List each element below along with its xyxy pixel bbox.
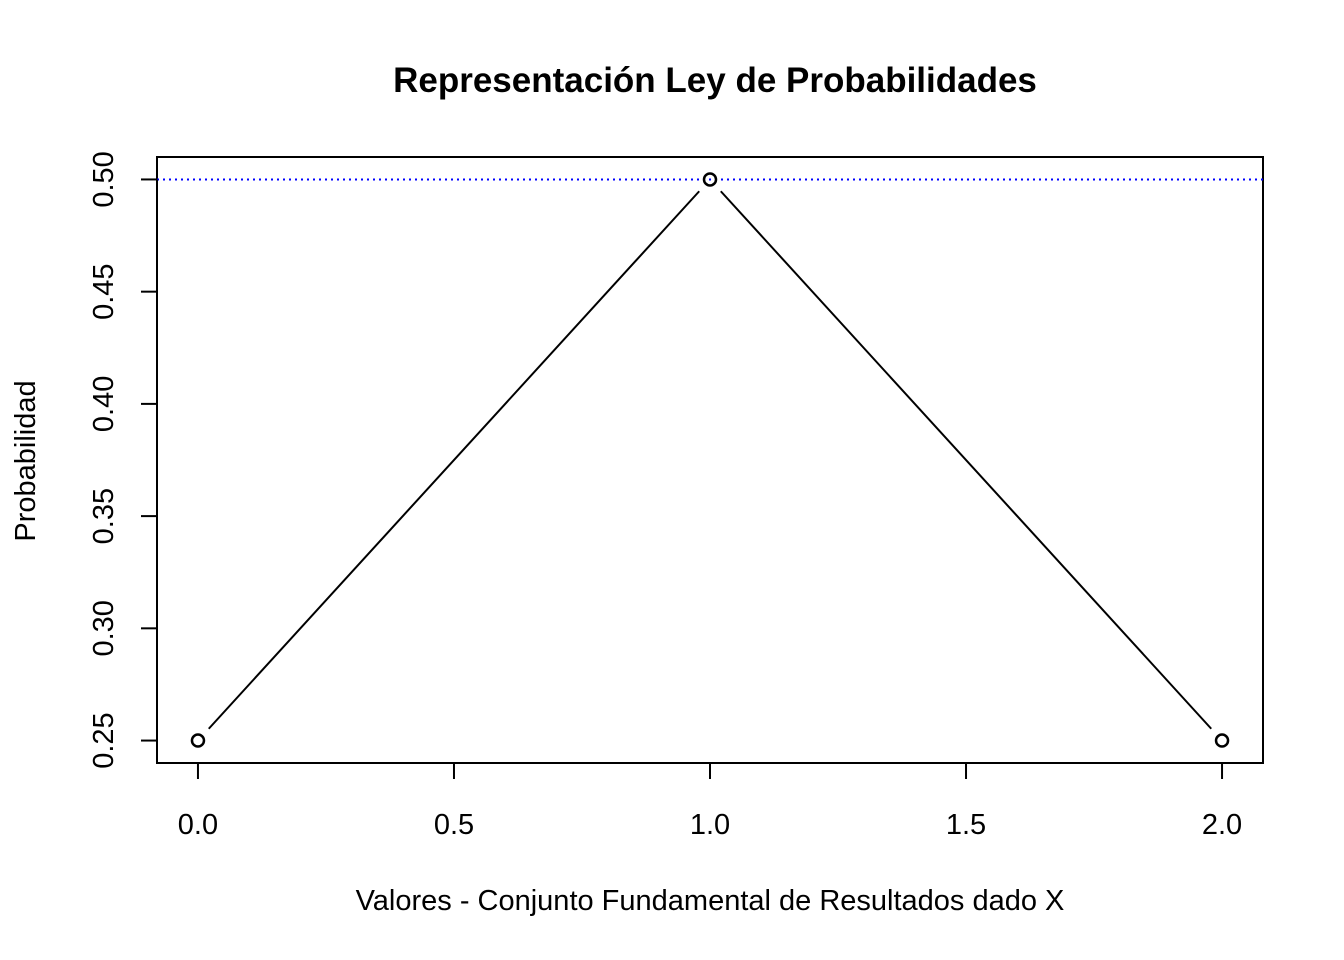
series-segment-1 xyxy=(720,190,1212,730)
y-axis-label: Probabilidad xyxy=(10,380,42,541)
x-axis-label: Valores - Conjunto Fundamental de Result… xyxy=(356,885,1065,917)
chart-title: Representación Ley de Probabilidades xyxy=(393,61,1037,100)
y-axis: 0.25 0.30 0.35 0.40 0.45 0.50 xyxy=(88,151,158,769)
y-tick-label: 0.35 xyxy=(88,488,120,544)
x-tick-label: 2.0 xyxy=(1202,809,1242,841)
y-tick-label: 0.30 xyxy=(88,600,120,656)
y-tick-label: 0.25 xyxy=(88,712,120,768)
x-tick-label: 1.5 xyxy=(946,809,986,841)
y-tick-label: 0.40 xyxy=(88,376,120,432)
x-tick-label: 1.0 xyxy=(690,809,730,841)
x-axis: 0.0 0.5 1.0 1.5 2.0 xyxy=(178,762,1242,841)
data-point-1 xyxy=(702,172,718,187)
x-tick-label: 0.5 xyxy=(434,809,474,841)
y-tick-label: 0.45 xyxy=(88,263,120,319)
plot-frame xyxy=(156,156,1264,764)
x-tick-label: 0.0 xyxy=(178,809,218,841)
data-point-0 xyxy=(190,733,206,748)
data-point-2 xyxy=(1214,733,1230,748)
y-tick-label: 0.50 xyxy=(88,151,120,207)
series-segment-0 xyxy=(208,190,700,730)
series-layer xyxy=(190,172,1230,748)
